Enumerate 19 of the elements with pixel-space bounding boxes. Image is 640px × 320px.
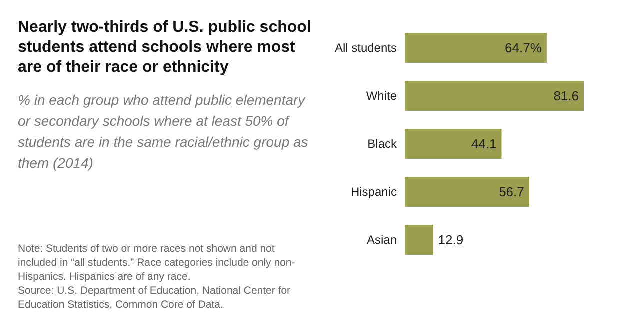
bar xyxy=(405,225,434,255)
bar xyxy=(405,81,584,111)
source-note: Source: U.S. Department of Education, National Center for Education Statistics, Common Core of Data. xyxy=(18,284,292,312)
y-tick-label: White xyxy=(366,89,398,103)
data-label: 56.7 xyxy=(499,184,524,200)
text: Note: Students of two or more races not shown and not included in “all students.” Race categories include only non-Hispanics. Hispanics are of any race. xyxy=(18,242,296,284)
bar xyxy=(405,177,530,207)
y-tick-label: Black xyxy=(368,137,398,151)
y-tick-label: All students xyxy=(334,41,397,55)
text: % in each group who attend public elementary or secondary schools where at least 50% of students are in the same racial/ethnic group as them (2014) xyxy=(18,91,310,173)
y-tick-label: Asian xyxy=(366,233,397,247)
bar xyxy=(405,33,547,63)
data-label: 12.9 xyxy=(438,232,464,248)
bar xyxy=(405,129,502,159)
text: Nearly two-thirds of U.S. public school students attend schools where most are of their race or ethnicity xyxy=(18,18,312,78)
data-label: 44.1 xyxy=(471,136,497,152)
y-tick-label: Hispanic xyxy=(350,185,397,199)
data-label: 81.6 xyxy=(554,88,579,104)
data-label: 64.7% xyxy=(505,40,542,56)
